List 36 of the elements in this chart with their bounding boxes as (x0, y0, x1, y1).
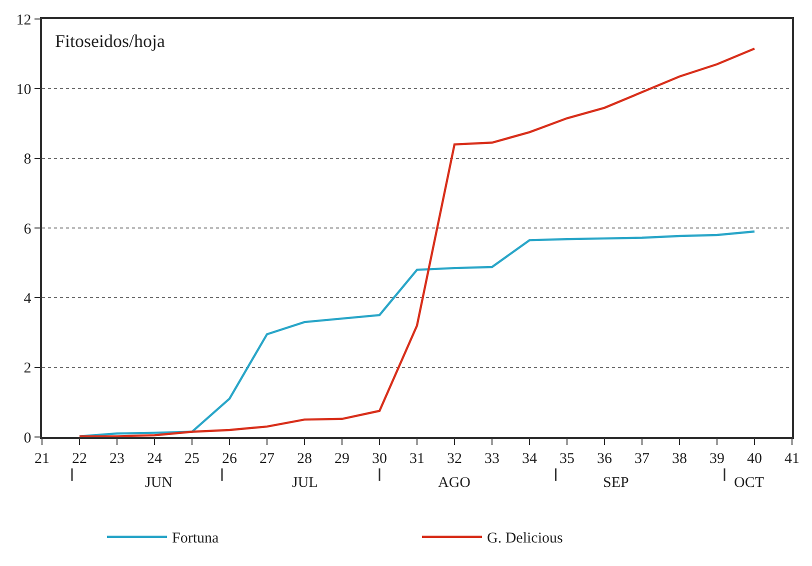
text: SEP (603, 475, 629, 491)
x-tick-label: 32 (447, 450, 462, 467)
y-axis-title: Fitoseidos/hoja (55, 31, 166, 51)
x-tick-label: 39 (710, 450, 724, 467)
x-tick-label: 35 (560, 450, 574, 467)
x-tick-label: 29 (334, 450, 350, 467)
x-tick-label: 33 (484, 450, 500, 467)
legend-label: G. Delicious (487, 530, 563, 547)
legend-label: Fortuna (172, 530, 220, 547)
x-tick-label: 23 (110, 450, 124, 467)
y-tick-label: 12 (16, 12, 32, 28)
text: JUN (145, 475, 173, 491)
text: AGO (438, 475, 471, 491)
x-tick-label: 28 (297, 450, 312, 467)
x-tick-label: 37 (634, 450, 650, 467)
x-tick-label: 21 (34, 450, 50, 467)
x-tick-label: 34 (522, 450, 538, 467)
y-tick-label: 8 (24, 152, 32, 168)
x-tick-label: 26 (222, 450, 238, 467)
x-tick-label: 40 (747, 450, 762, 467)
text: JUL (292, 475, 318, 491)
x-tick-label: 30 (372, 450, 387, 467)
y-tick-label: 6 (24, 221, 32, 238)
x-tick-label: 27 (260, 450, 275, 467)
x-tick-label: 25 (184, 450, 200, 467)
x-tick-label: 38 (672, 450, 687, 467)
text: OCT (734, 475, 764, 491)
x-tick-label: 36 (597, 450, 612, 467)
x-tick-label: 31 (410, 450, 424, 467)
y-tick-label: 2 (24, 360, 32, 377)
x-tick-label: 41 (784, 450, 800, 467)
y-tick-label: 4 (24, 290, 32, 307)
x-tick-label: 22 (72, 450, 87, 467)
y-tick-label: 10 (16, 82, 32, 98)
x-tick-label: 24 (147, 450, 162, 467)
y-tick-label: 0 (24, 430, 32, 446)
